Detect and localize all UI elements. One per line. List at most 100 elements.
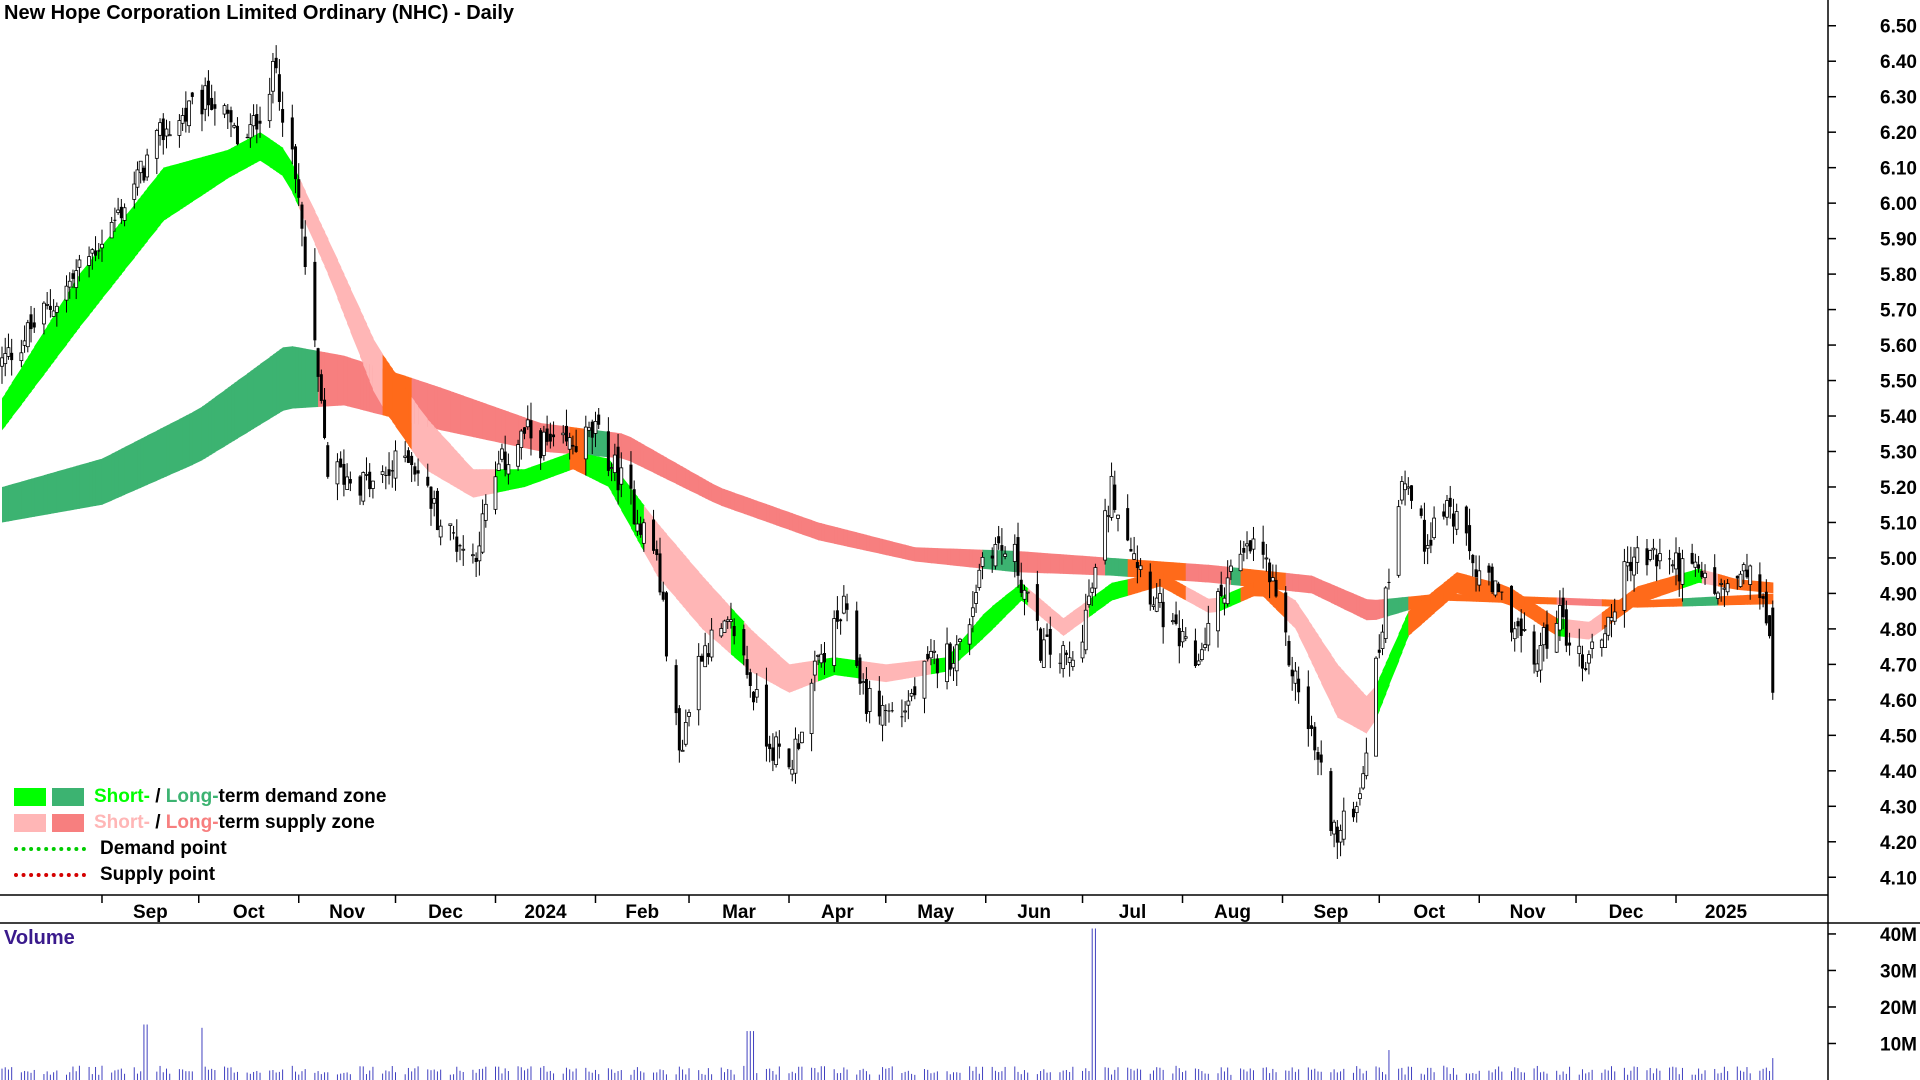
candle-body-down: [652, 519, 656, 551]
short-term-band-segment: [976, 618, 980, 645]
candle-body-up: [380, 471, 385, 475]
long-term-band-segment: [21, 480, 26, 520]
long-term-band-segment: [272, 352, 277, 417]
candle-body-down: [858, 657, 862, 684]
long-term-band-segment: [1727, 595, 1738, 606]
legend-slash-2: /: [149, 812, 166, 833]
long-term-band-segment: [1118, 558, 1129, 577]
long-term-band-segment: [460, 394, 464, 436]
price-tick-label: 5.70: [1880, 301, 1917, 322]
candle-body-down: [1745, 569, 1749, 578]
short-term-band-segment: [705, 579, 709, 635]
long-term-band-segment: [698, 475, 703, 497]
candle-body-up: [1680, 558, 1685, 585]
long-term-band-segment: [234, 380, 239, 441]
candle-body-down: [1387, 581, 1391, 583]
candle-body-up: [1358, 793, 1362, 799]
long-term-band-segment: [1047, 553, 1051, 574]
candle-body-up: [516, 444, 520, 467]
long-term-band-segment: [227, 385, 232, 445]
candle-body-up: [974, 592, 978, 604]
long-term-band-segment: [1195, 563, 1200, 582]
candle-body-up: [1151, 604, 1156, 607]
candle-body-up: [980, 556, 985, 567]
long-term-band-segment: [905, 544, 909, 561]
short-term-band-segment: [1469, 575, 1474, 597]
long-term-band-segment: [730, 491, 735, 511]
candle-body-up: [1741, 564, 1746, 572]
long-term-band-segment: [708, 481, 713, 502]
legend-supply-zone: Short- / Long- term supply zone: [14, 810, 386, 836]
short-term-band-segment: [598, 456, 609, 487]
candle-body-down: [1545, 624, 1549, 649]
long-term-band-segment: [1582, 598, 1587, 606]
long-term-band-segment: [1534, 596, 1538, 604]
long-term-band-segment: [205, 401, 210, 459]
long-term-band-segment: [1592, 598, 1603, 607]
short-term-band-segment: [595, 456, 600, 483]
long-term-band-segment: [1330, 583, 1335, 605]
candle-body-down: [926, 653, 930, 660]
short-term-band-segment: [189, 159, 193, 204]
candle-body-up: [1180, 631, 1185, 643]
short-term-band-segment: [772, 649, 777, 686]
candle-body-up: [612, 454, 617, 473]
short-term-band-segment: [589, 454, 593, 479]
short-term-band-segment: [1614, 595, 1626, 621]
short-term-band-segment: [1356, 685, 1361, 731]
zone-bands: [2, 132, 1774, 734]
month-label: Sep: [133, 902, 168, 923]
candle-body-up: [1332, 821, 1337, 835]
candle-body-up: [154, 130, 159, 159]
long-term-band-segment: [463, 395, 474, 438]
long-term-band-segment: [92, 460, 97, 507]
candle-body-up: [635, 523, 640, 532]
long-term-band-segment: [147, 430, 158, 485]
short-term-band-segment: [1411, 600, 1422, 634]
long-term-band-segment: [801, 516, 813, 538]
long-term-band-segment: [1569, 598, 1580, 606]
candle-body-up: [393, 450, 398, 479]
candle-body-down: [229, 110, 233, 123]
short-term-band-segment: [208, 154, 213, 192]
short-term-band-segment: [337, 259, 342, 308]
short-term-band-segment: [1163, 573, 1174, 594]
candle-body-up: [1106, 515, 1111, 517]
long-term-band-segment: [1701, 597, 1706, 606]
short-term-band-segment: [1353, 682, 1358, 729]
month-label: Feb: [625, 902, 659, 923]
short-term-band-segment: [269, 138, 274, 170]
long-term-band-segment: [140, 437, 145, 488]
candle-body-up: [480, 513, 485, 553]
candle-body-up: [1403, 483, 1407, 491]
short-term-band-segment: [1630, 588, 1635, 609]
short-term-band-segment: [1230, 587, 1242, 607]
candle-body-down: [303, 236, 307, 268]
long-term-band-segment: [689, 470, 700, 496]
long-term-band-segment: [363, 362, 368, 412]
candle-body-down: [674, 665, 678, 714]
candle-body-up: [725, 619, 730, 622]
long-term-band-segment: [1069, 554, 1074, 575]
candle-body-up: [54, 305, 59, 313]
long-term-band-segment: [305, 348, 316, 408]
candle-body-up: [641, 522, 646, 544]
short-term-band-segment: [160, 167, 164, 225]
long-term-band-segment: [1456, 593, 1467, 602]
candle-body-up: [1719, 583, 1724, 585]
candle-body-down: [771, 747, 775, 761]
candle-body-up: [1170, 620, 1175, 623]
candle-body-up: [1067, 657, 1072, 663]
long-term-band-segment: [847, 529, 858, 549]
candle-body-up: [1648, 550, 1653, 560]
short-term-band-segment: [437, 430, 442, 479]
long-term-band-segment: [327, 352, 339, 407]
long-term-band-segment: [50, 472, 55, 514]
long-term-band-segment: [1669, 598, 1674, 607]
volume-tick-label: 40M: [1880, 925, 1917, 946]
long-term-band-segment: [476, 400, 480, 439]
long-term-band-segment: [1127, 559, 1132, 578]
candle-body-down: [1464, 506, 1468, 534]
candle-body-down: [1297, 678, 1301, 693]
long-term-band-segment: [1359, 596, 1364, 619]
